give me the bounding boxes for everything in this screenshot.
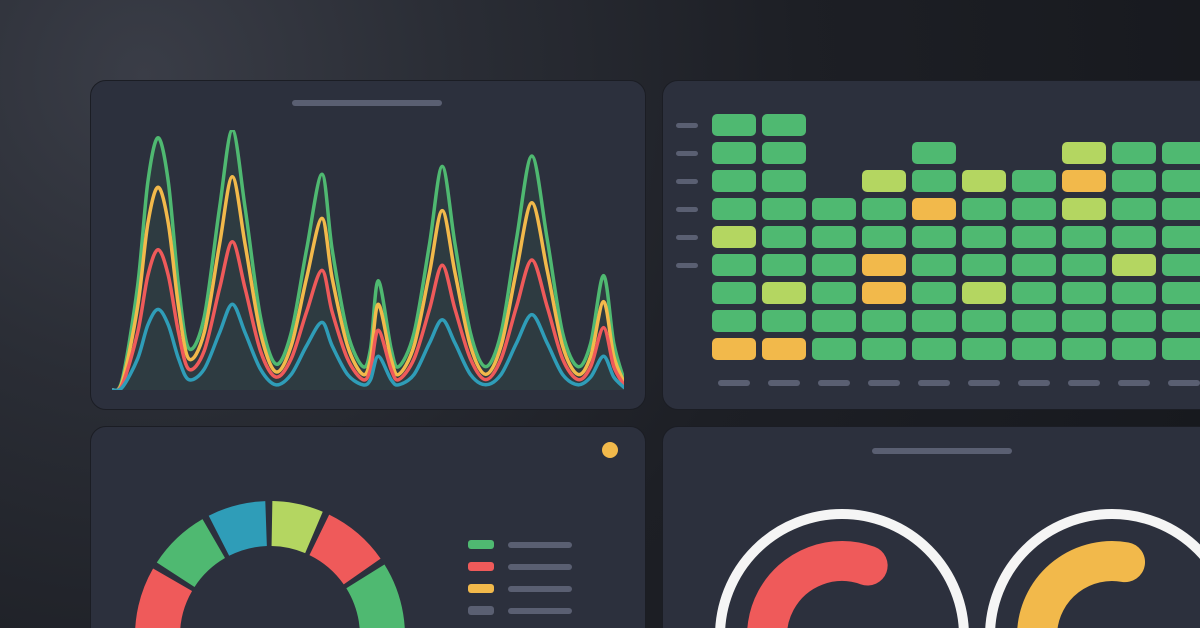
gauge-chart xyxy=(0,0,1200,628)
